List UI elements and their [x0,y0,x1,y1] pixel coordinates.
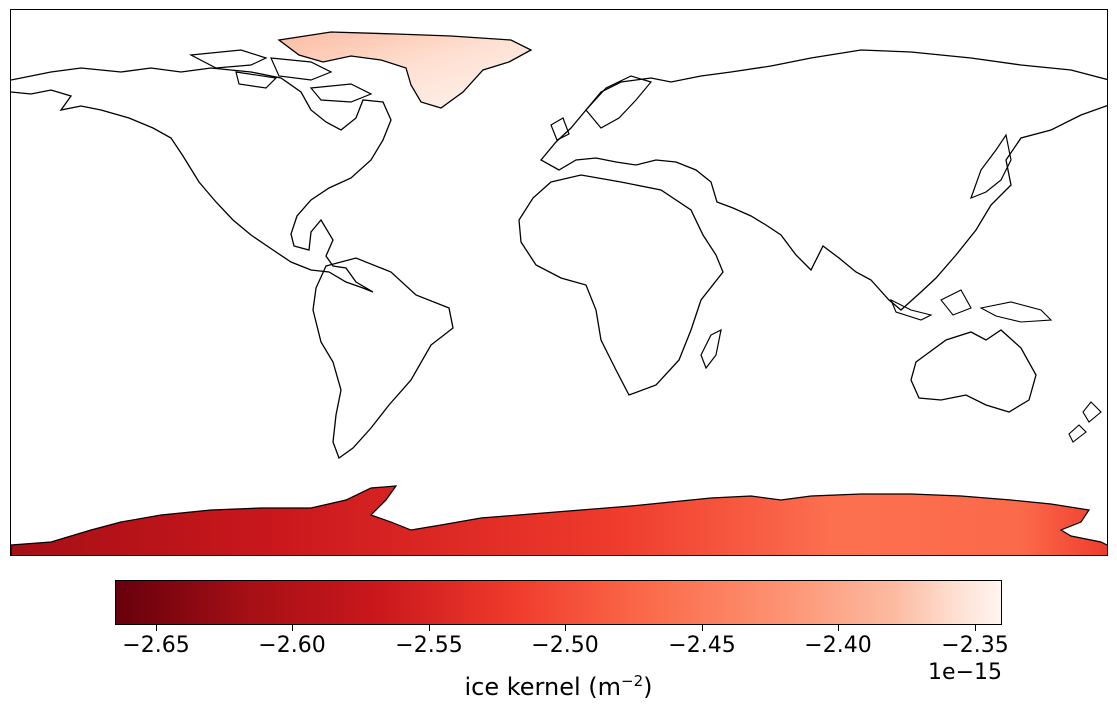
world-map [11,31,1107,555]
colorbar-tick-label: −2.50 [531,633,599,658]
colorbar-tick-mark [838,625,839,631]
colorbar-tick-mark [292,625,293,631]
colorbar-tick-label: −2.55 [395,633,463,658]
arctic-islands-coastline [188,49,373,103]
colorbar-label-exponent: −2 [621,672,644,690]
colorbar-tick-label: −2.65 [122,633,190,658]
japan-coastline [969,133,1012,200]
south-america-coastline [312,257,454,460]
colorbar-label-suffix: ) [643,673,653,701]
colorbar [115,580,1002,625]
madagascar-coastline [700,328,722,370]
colorbar-offset-text: 1e−15 [928,660,1002,685]
colorbar-label-prefix: ice kernel (m [464,673,622,701]
map-panel [10,9,1108,556]
australia-coastline [910,329,1037,413]
indonesia-coastline [889,289,1053,323]
scandinavia-coastline [550,75,653,141]
colorbar-label: ice kernel (m−2) [0,672,1117,701]
north-america-coastline [11,67,392,293]
new-zealand-coastline [1068,401,1102,443]
africa-coastline [518,174,724,396]
colorbar-tick-mark [702,625,703,631]
eurasia-coastline [539,49,1107,311]
colorbar-tick-label: −2.40 [804,633,872,658]
greenland-region [277,31,533,109]
colorbar-tick-label: −2.35 [941,633,1009,658]
colorbar-tick-mark [429,625,430,631]
antarctica-region [11,485,1107,555]
colorbar-gradient [116,581,1001,624]
colorbar-tick-label: −2.45 [668,633,736,658]
colorbar-tick-mark [565,625,566,631]
colorbar-tick-mark [975,625,976,631]
colorbar-tick-mark [156,625,157,631]
colorbar-tick-label: −2.60 [258,633,326,658]
